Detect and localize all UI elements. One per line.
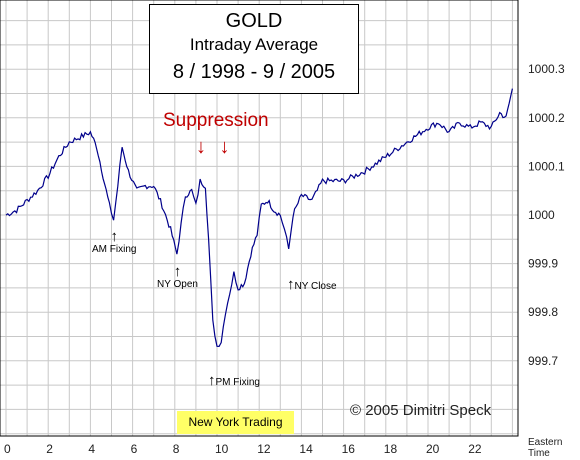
am-fixing-label: AM Fixing — [92, 244, 137, 255]
x-tick-label: 14 — [299, 442, 313, 456]
title-line-3: 8 / 1998 - 9 / 2005 — [172, 61, 336, 83]
ny-close-annotation: ↑NY Close — [287, 276, 337, 293]
up-arrow-icon: ↑ — [208, 372, 216, 389]
ny-close-label: NY Close — [294, 281, 337, 292]
ny-open-label: NY Open — [157, 279, 198, 290]
x-tick-label: 0 — [4, 442, 11, 456]
title-line-1: GOLD — [225, 10, 283, 32]
x-tick-label: 22 — [468, 442, 482, 456]
up-arrow-icon: ↑ — [287, 276, 295, 293]
ny-trading-label: New York Trading — [177, 411, 294, 434]
y-tick-label: 999.7 — [528, 354, 558, 368]
y-tick-label: 1000 — [528, 208, 555, 222]
y-tick-label: 999.9 — [528, 257, 558, 271]
x-axis-label: Eastern Time — [528, 437, 563, 459]
y-tick-label: 1000.1 — [528, 159, 565, 173]
y-tick-label: 1000.3 — [528, 62, 565, 76]
x-tick-label: 16 — [342, 442, 356, 456]
x-tick-label: 20 — [426, 442, 440, 456]
plot-frame — [0, 0, 519, 437]
x-tick-label: 6 — [131, 442, 138, 456]
x-tick-label: 8 — [173, 442, 180, 456]
copyright-label: © 2005 Dimitri Speck — [350, 402, 492, 419]
title-line-2: Intraday Average — [189, 35, 319, 54]
y-tick-label: 1000.2 — [528, 111, 565, 125]
x-axis: 0 2 4 6 8 10 12 14 16 18 20 22 — [4, 442, 482, 456]
suppression-label: Suppression — [163, 110, 269, 131]
am-fixing-annotation: ↑ AM Fixing — [92, 228, 137, 256]
x-tick-label: 2 — [46, 442, 53, 456]
pm-fixing-label: PM Fixing — [215, 377, 260, 388]
up-arrow-icon: ↑ — [110, 228, 118, 245]
pm-fixing-annotation: ↑PM Fixing — [208, 372, 260, 389]
suppression-arrows: ↓ ↓ — [196, 136, 234, 158]
gold-series-line — [5, 88, 513, 348]
x-tick-label: 4 — [88, 442, 95, 456]
x-tick-label: 10 — [215, 442, 229, 456]
x-tick-label: 18 — [384, 442, 398, 456]
y-axis: 1000.3 1000.2 1000.1 1000 999.9 999.8 999.7 — [528, 62, 565, 368]
ny-open-annotation: ↑ NY Open — [157, 263, 198, 291]
title-box: GOLD Intraday Average 8 / 1998 - 9 / 200… — [149, 4, 359, 94]
up-arrow-icon: ↑ — [173, 263, 182, 280]
y-tick-label: 999.8 — [528, 305, 558, 319]
x-tick-label: 12 — [257, 442, 271, 456]
